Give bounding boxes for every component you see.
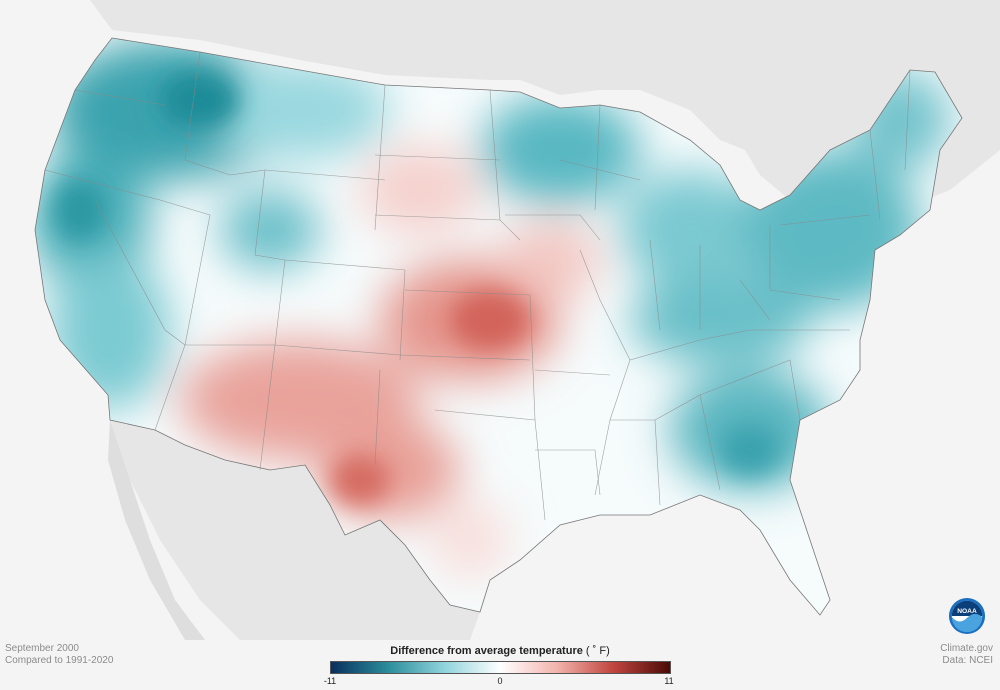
canada-landmass — [60, 0, 1000, 230]
caption-period: September 2000 — [5, 643, 79, 654]
caption: September 2000 Compared to 1991-2020 — [5, 643, 113, 667]
caption-baseline: Compared to 1991-2020 — [5, 655, 114, 666]
noaa-logo: NOAA — [948, 597, 986, 635]
credit-source: Climate.gov — [940, 643, 993, 654]
legend-tick-min: -11 — [323, 676, 337, 686]
noaa-logo-text: NOAA — [957, 608, 977, 615]
credit-data: Data: NCEI — [942, 655, 993, 666]
legend-tick-mid: 0 — [497, 676, 503, 686]
legend-title: Difference from average temperature ( ˚ … — [390, 645, 610, 657]
state-boundaries — [44, 51, 911, 521]
legend-tick-max: 11 — [664, 676, 674, 686]
credits: Climate.gov Data: NCEI — [940, 643, 993, 667]
legend-unit: ( ˚ F) — [585, 645, 610, 657]
color-legend: Difference from average temperature ( ˚ … — [320, 645, 680, 686]
legend-color-bar — [330, 661, 671, 674]
mexico-landmass — [108, 420, 480, 640]
temperature-anomaly-map — [34, 0, 1000, 640]
